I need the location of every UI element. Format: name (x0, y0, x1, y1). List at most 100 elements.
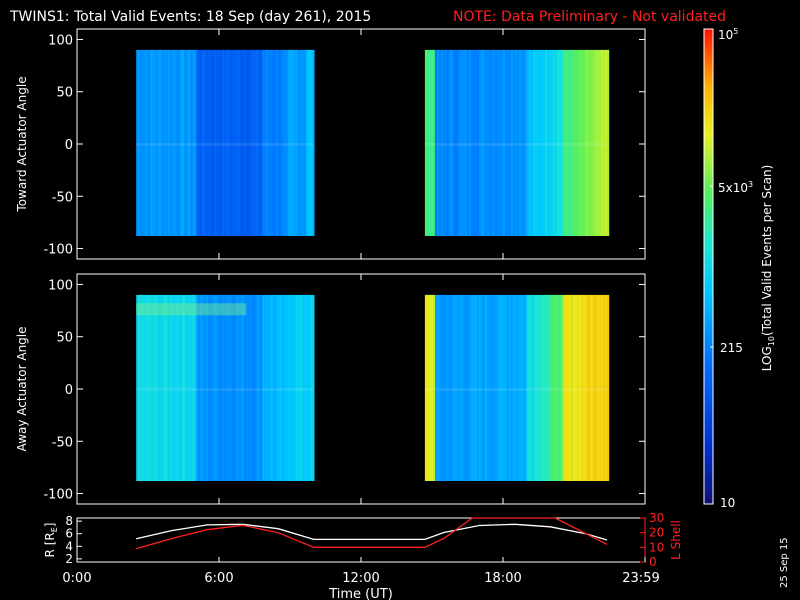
heatmap-column (240, 49, 243, 237)
heatmap-column (492, 49, 496, 237)
heatmap-column (512, 294, 516, 481)
cbar-label-215: 215 (720, 341, 743, 355)
heatmap-column (150, 49, 153, 237)
heatmap-column (230, 49, 233, 237)
heatmap-column (232, 49, 235, 237)
heatmap-column (216, 49, 219, 237)
away-angle-panel: 100 50 0 -50 -100 Away Actuator Angle (15, 273, 646, 505)
heatmap-column (534, 49, 538, 237)
heatmap-column (498, 294, 502, 481)
heatmap-column (178, 294, 181, 481)
heatmap-column (312, 294, 315, 481)
heatmap-column (236, 49, 239, 237)
heatmap-column (278, 49, 281, 237)
heatmap-column (532, 49, 536, 237)
heatmap-column (270, 49, 273, 237)
heatmap-column (276, 49, 279, 237)
heatmap-column (456, 294, 460, 481)
heatmap-column (572, 294, 576, 481)
heatmap-column (194, 294, 197, 481)
heatmap-column (222, 294, 225, 481)
orbit-y-tick-label: 2 (65, 552, 73, 566)
heatmap-column (562, 294, 566, 481)
heatmap-column (570, 49, 574, 237)
heatmap-column (574, 294, 578, 481)
heatmap-column (474, 294, 478, 481)
heatmap-column (542, 294, 546, 481)
heatmap-column (278, 294, 281, 481)
heatmap-column (466, 294, 470, 481)
heatmap-column (272, 294, 275, 481)
y-tick-label: -50 (52, 435, 73, 450)
heatmap-column (302, 49, 305, 237)
heatmap-column (446, 49, 450, 237)
heatmap-column (176, 294, 179, 481)
heatmap-column (142, 49, 145, 237)
heatmap-column (140, 49, 143, 237)
heatmap-column (530, 294, 534, 481)
heatmap-column (582, 294, 586, 481)
heatmap-column (470, 294, 474, 481)
heatmap-column (172, 49, 175, 237)
heatmap-column (138, 294, 141, 481)
heatmap-column (208, 294, 211, 481)
heatmap-column (252, 294, 255, 481)
heatmap-column (440, 49, 444, 237)
heatmap-column (188, 294, 191, 481)
heatmap-column (526, 294, 530, 481)
heatmap-column (294, 49, 297, 237)
heatmap-column (606, 294, 610, 481)
heatmap-column (432, 49, 436, 237)
heatmap-column (256, 294, 259, 481)
heatmap-column (248, 49, 251, 237)
heatmap-column (304, 49, 307, 237)
heatmap-zero-band (136, 387, 314, 391)
heatmap-column (202, 49, 205, 237)
heatmap-block (136, 294, 315, 481)
heatmap-column (508, 294, 512, 481)
heatmap-column (240, 294, 243, 481)
toward-angle-panel: 100 50 0 -50 -100 Toward Actuator Angle (15, 28, 646, 260)
toward-ylabel: Toward Actuator Angle (15, 76, 29, 212)
heatmap-column (258, 294, 261, 481)
heatmap-column (512, 49, 516, 237)
heatmap-column (288, 49, 291, 237)
heatmap-column (570, 294, 574, 481)
heatmap-column (528, 49, 532, 237)
heatmap-column (280, 49, 283, 237)
heatmap-column (158, 49, 161, 237)
colorbar: 105 5x103 215 10 LOG10(Total Valid Event… (703, 27, 776, 510)
heatmap-column (196, 294, 199, 481)
heatmap-column (554, 49, 558, 237)
heatmap-column (594, 49, 598, 237)
heatmap-column (224, 294, 227, 481)
heatmap-column (604, 294, 608, 481)
heatmap-column (228, 49, 231, 237)
heatmap-column (432, 294, 436, 481)
x-tick-label: 18:00 (484, 571, 521, 586)
heatmap-column (296, 294, 299, 481)
heatmap-column (448, 49, 452, 237)
heatmap-column (164, 294, 167, 481)
heatmap-column (260, 49, 263, 237)
heatmap-column (588, 49, 592, 237)
heatmap-column (182, 49, 185, 237)
heatmap-column (480, 49, 484, 237)
heatmap-column (578, 294, 582, 481)
heatmap-column (136, 49, 139, 237)
heatmap-column (268, 49, 271, 237)
heatmap-top-band (136, 303, 247, 316)
heatmap-column (472, 49, 476, 237)
heatmap-column (484, 294, 488, 481)
heatmap-column (210, 294, 213, 481)
heatmap-column (602, 294, 606, 481)
heatmap-column (136, 294, 139, 481)
heatmap-column (260, 294, 263, 481)
heatmap-column (172, 294, 175, 481)
heatmap-column (160, 49, 163, 237)
lshell-y-tick-label: 30 (649, 511, 664, 525)
heatmap-column (294, 294, 297, 481)
heatmap-column (262, 294, 265, 481)
